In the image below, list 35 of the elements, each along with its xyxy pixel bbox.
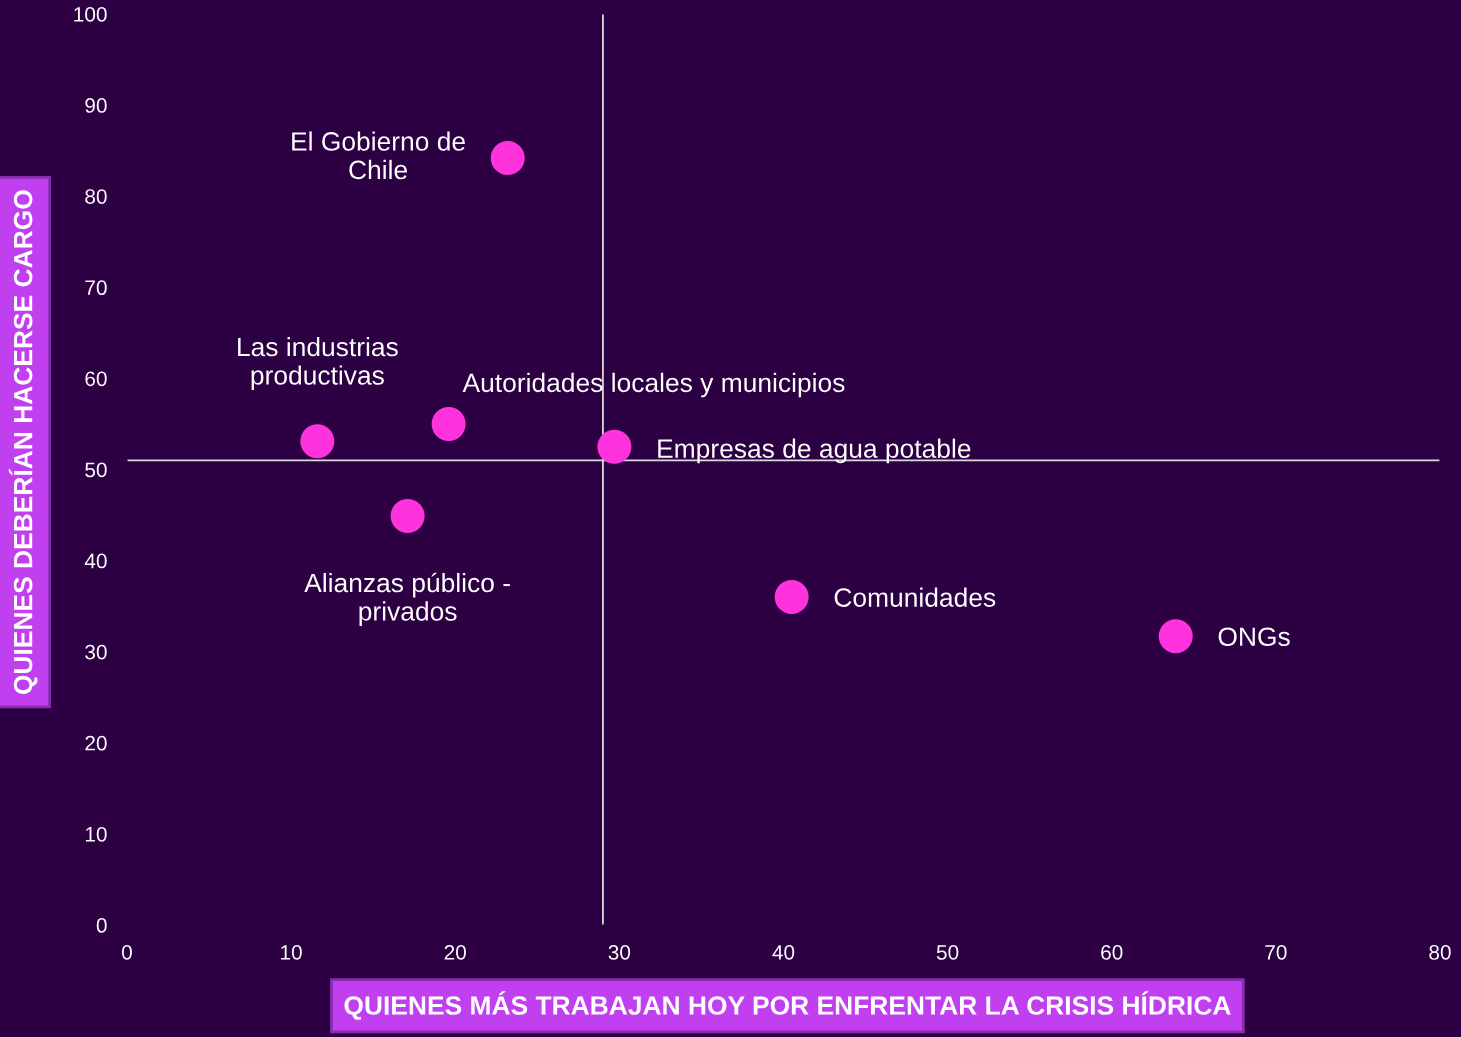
x-tick-label: 60 — [1101, 945, 1123, 960]
y-tick-label: 50 — [85, 462, 107, 478]
y-tick-label: 100 — [74, 7, 107, 22]
y-axis-title: QUIENES DEBERÍAN HACERSE CARGO — [8, 190, 38, 695]
y-tick-label: 10 — [85, 826, 107, 842]
y-tick-label: 0 — [96, 918, 107, 933]
point — [774, 580, 809, 615]
annotation: Comunidades — [834, 587, 996, 607]
x-tick-label: 80 — [1429, 945, 1451, 960]
x-tick-label: 10 — [281, 945, 302, 960]
annotation: Las industrias productivas — [238, 336, 398, 390]
point — [390, 498, 425, 533]
annotation: El Gobierno de Chile — [292, 131, 465, 180]
annotation: Empresas de agua potable — [658, 438, 971, 464]
annotation: ONGs — [1218, 627, 1290, 647]
point — [431, 406, 466, 441]
x-tick-label: 50 — [936, 945, 959, 960]
annotation: Alianzas público - privados — [304, 572, 510, 626]
y-tick-label: 20 — [85, 735, 107, 751]
y-tick-label: 60 — [85, 371, 107, 387]
x-tick-label: 0 — [121, 945, 132, 960]
point — [597, 429, 632, 464]
x-tick-label: 70 — [1265, 945, 1287, 960]
x-tick-label: 20 — [444, 945, 466, 960]
y-tick-label: 80 — [85, 189, 107, 204]
y-tick-label: 30 — [85, 644, 107, 660]
y-tick-label: 90 — [85, 98, 107, 113]
point — [300, 424, 335, 459]
x-tick-label: 40 — [772, 945, 795, 960]
x-tick-label: 30 — [608, 945, 631, 960]
y-tick-label: 70 — [85, 280, 107, 296]
y-tick-label: 40 — [84, 553, 107, 569]
point — [1158, 619, 1193, 654]
x-axis-title: QUIENES MÁS TRABAJAN HOY POR ENFRENTAR LA CRISIS HÍDRICA — [344, 991, 1231, 1020]
point — [490, 140, 525, 175]
